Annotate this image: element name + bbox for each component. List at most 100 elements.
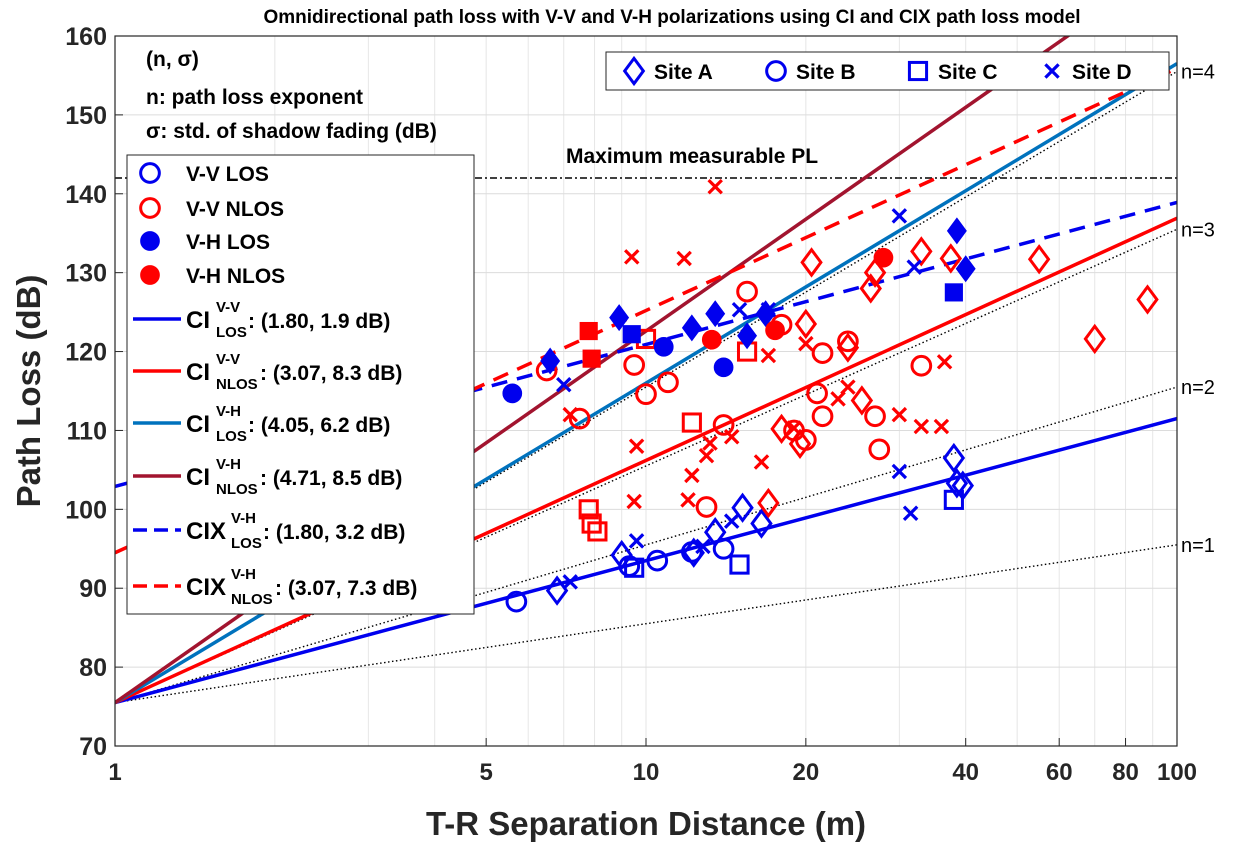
reference-label-n3: n=3 [1181, 219, 1215, 241]
model-legend-box [126, 154, 475, 615]
data-point [811, 405, 834, 428]
model-legend-sup: V-H [216, 403, 241, 420]
param-header: (n, σ) [146, 48, 199, 71]
reference-line-n3 [115, 228, 1177, 704]
y-tick-label: 110 [67, 417, 107, 445]
model-legend-sup: V-V [216, 299, 240, 316]
data-point [681, 541, 703, 563]
data-point [635, 383, 657, 406]
data-point [562, 574, 578, 590]
data-point [794, 429, 817, 451]
data-point [723, 513, 740, 529]
data-point [698, 447, 715, 464]
model-legend-marker [140, 231, 160, 251]
max-pl-label: Maximum measurable PL [566, 145, 818, 168]
data-point [753, 454, 770, 470]
model-legend-base: CI [186, 464, 210, 491]
data-point [587, 521, 608, 542]
data-point [836, 332, 860, 363]
model-legend-sub: NLOS [216, 481, 258, 498]
data-point [737, 322, 758, 350]
model-legend-marker [139, 162, 161, 184]
model-legend-label: V-V NLOS [186, 198, 284, 221]
data-point [837, 330, 859, 353]
model-legend-params: : (3.07, 8.3 dB) [260, 362, 402, 385]
data-point [936, 354, 953, 370]
model-line [115, 216, 1177, 705]
data-point [562, 406, 578, 423]
site-legend-marker [622, 55, 646, 87]
data-point [623, 354, 646, 376]
data-point [582, 349, 601, 368]
data-point [946, 217, 967, 245]
data-point [623, 249, 640, 265]
site-legend-marker [1044, 63, 1060, 79]
x-axis-label: T-R Separation Distance (m) [426, 805, 866, 842]
data-point [943, 489, 964, 510]
model-legend-base: CI [186, 359, 210, 386]
data-point [868, 438, 891, 461]
model-legend-marker [139, 197, 161, 219]
data-point [684, 467, 700, 484]
data-point [864, 405, 886, 428]
data-point [1136, 284, 1159, 315]
model-legend-sup: V-V [216, 351, 240, 368]
y-tick-label: 80 [79, 654, 107, 682]
chart-title: Omnidirectional path loss with V-V and V… [263, 7, 1080, 28]
data-point [712, 537, 735, 560]
data-point [676, 250, 692, 267]
y-tick-label: 160 [65, 23, 107, 51]
data-point [806, 382, 828, 405]
data-point [955, 255, 976, 283]
data-point [622, 325, 641, 344]
y-axis-label: Path Loss (dB) [10, 275, 47, 508]
site-legend: Site A Site B Site C Site D [605, 51, 1170, 91]
data-point [626, 493, 642, 510]
data-point [731, 492, 754, 523]
data-point [760, 347, 777, 364]
data-point [695, 496, 718, 518]
data-point [681, 314, 702, 342]
model-legend-base: CI [186, 411, 210, 438]
data-point [695, 538, 711, 555]
data-point [579, 321, 598, 341]
model-legend-label: V-H NLOS [186, 265, 285, 288]
model-legend-params: : (1.80, 3.2 dB) [263, 521, 405, 544]
model-legend-params: : (1.80, 1.9 dB) [248, 310, 390, 333]
data-points [502, 178, 1159, 613]
data-point [939, 243, 963, 274]
reference-line-n4 [115, 70, 1177, 704]
reference-line-n1 [115, 544, 1177, 704]
data-point [729, 554, 750, 575]
data-point [578, 499, 599, 520]
data-point [750, 508, 773, 539]
data-point [701, 329, 722, 350]
model-legend-sub: LOS [216, 324, 247, 341]
site-legend-box [605, 51, 1170, 91]
site-legend-marker [907, 60, 929, 82]
data-point [910, 354, 933, 377]
data-point [933, 418, 950, 435]
data-point [794, 308, 818, 340]
data-point [891, 406, 908, 423]
site-legend-label: Site A [654, 61, 713, 84]
y-tick-label: 100 [65, 496, 107, 524]
data-point [713, 357, 734, 378]
data-point [906, 259, 922, 275]
data-point [628, 438, 645, 454]
data-point [681, 412, 702, 433]
model-legend-sub: NLOS [216, 376, 258, 393]
y-tick-label: 150 [65, 102, 107, 130]
data-point [736, 280, 758, 303]
data-point [873, 247, 894, 268]
site-legend-label: Site D [1072, 61, 1132, 84]
y-tick-label: 140 [65, 181, 107, 209]
data-point [840, 379, 856, 395]
data-point [760, 302, 777, 318]
data-point [1083, 323, 1106, 355]
data-point [811, 342, 834, 364]
data-point [540, 347, 561, 375]
data-point [891, 208, 908, 224]
data-point [609, 304, 630, 332]
